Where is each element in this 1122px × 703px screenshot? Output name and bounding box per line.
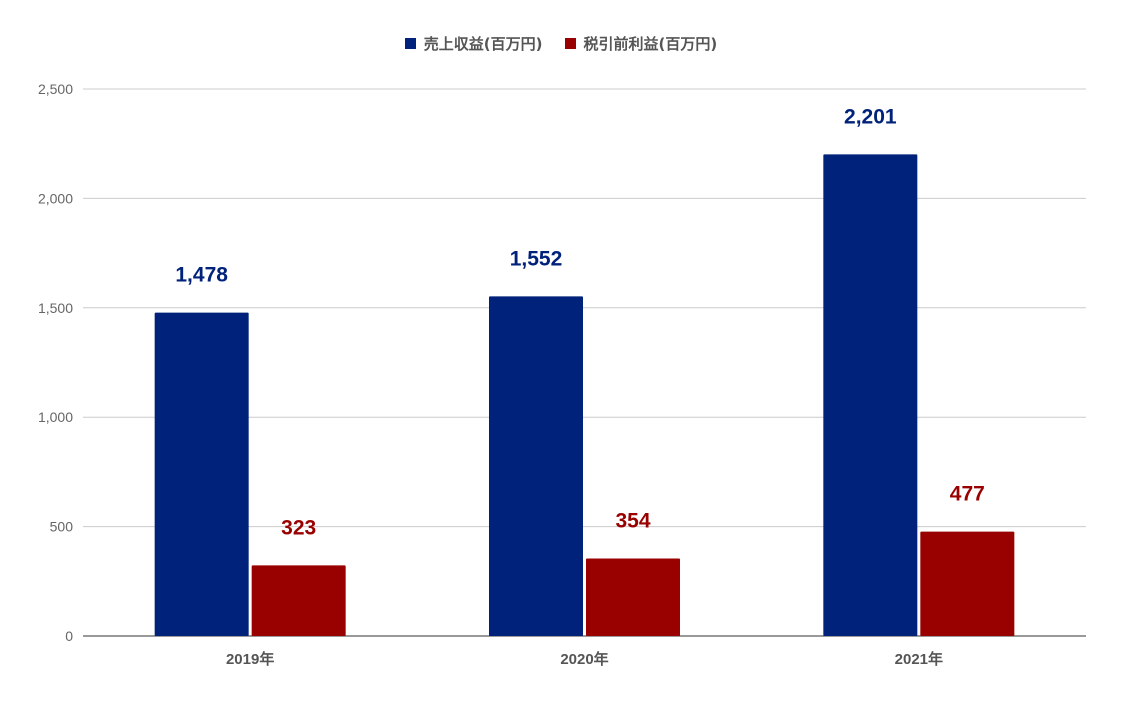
y-tick-label: 2,000 [38, 190, 73, 206]
bar-revenue [823, 154, 918, 636]
y-tick-label: 1,500 [38, 300, 73, 316]
data-label-pretax-profit: 323 [281, 516, 316, 539]
data-label-revenue: 1,552 [510, 247, 563, 270]
data-label-pretax-profit: 354 [615, 510, 650, 533]
data-label-revenue: 1,478 [175, 264, 228, 287]
y-tick-label: 2,500 [38, 81, 73, 97]
x-tick-label: 2020年 [560, 650, 608, 668]
chart-legend: 売上収益(百万円) 税引前利益(百万円) [0, 33, 1122, 54]
bar-revenue [154, 312, 249, 636]
legend-label-revenue: 売上収益(百万円) [423, 35, 543, 53]
x-tick-label: 2019年 [226, 650, 274, 668]
y-tick-label: 1,000 [38, 409, 73, 425]
bar-pretax-profit [251, 565, 346, 636]
legend-label-pretax-profit: 税引前利益(百万円) [583, 35, 718, 53]
data-label-pretax-profit: 477 [950, 483, 985, 506]
legend-swatch-revenue [404, 38, 416, 49]
bar-revenue [489, 296, 583, 636]
legend-swatch-pretax-profit [564, 38, 576, 49]
x-tick-label: 2021年 [895, 650, 943, 668]
legend-item-revenue: 売上収益(百万円) [404, 33, 543, 54]
data-label-revenue: 2,201 [844, 105, 897, 128]
y-tick-label: 0 [65, 628, 73, 644]
y-tick-label: 500 [50, 519, 74, 535]
legend-item-pretax-profit: 税引前利益(百万円) [564, 33, 718, 54]
bar-pretax-profit [920, 531, 1015, 636]
bar-pretax-profit [586, 558, 680, 636]
